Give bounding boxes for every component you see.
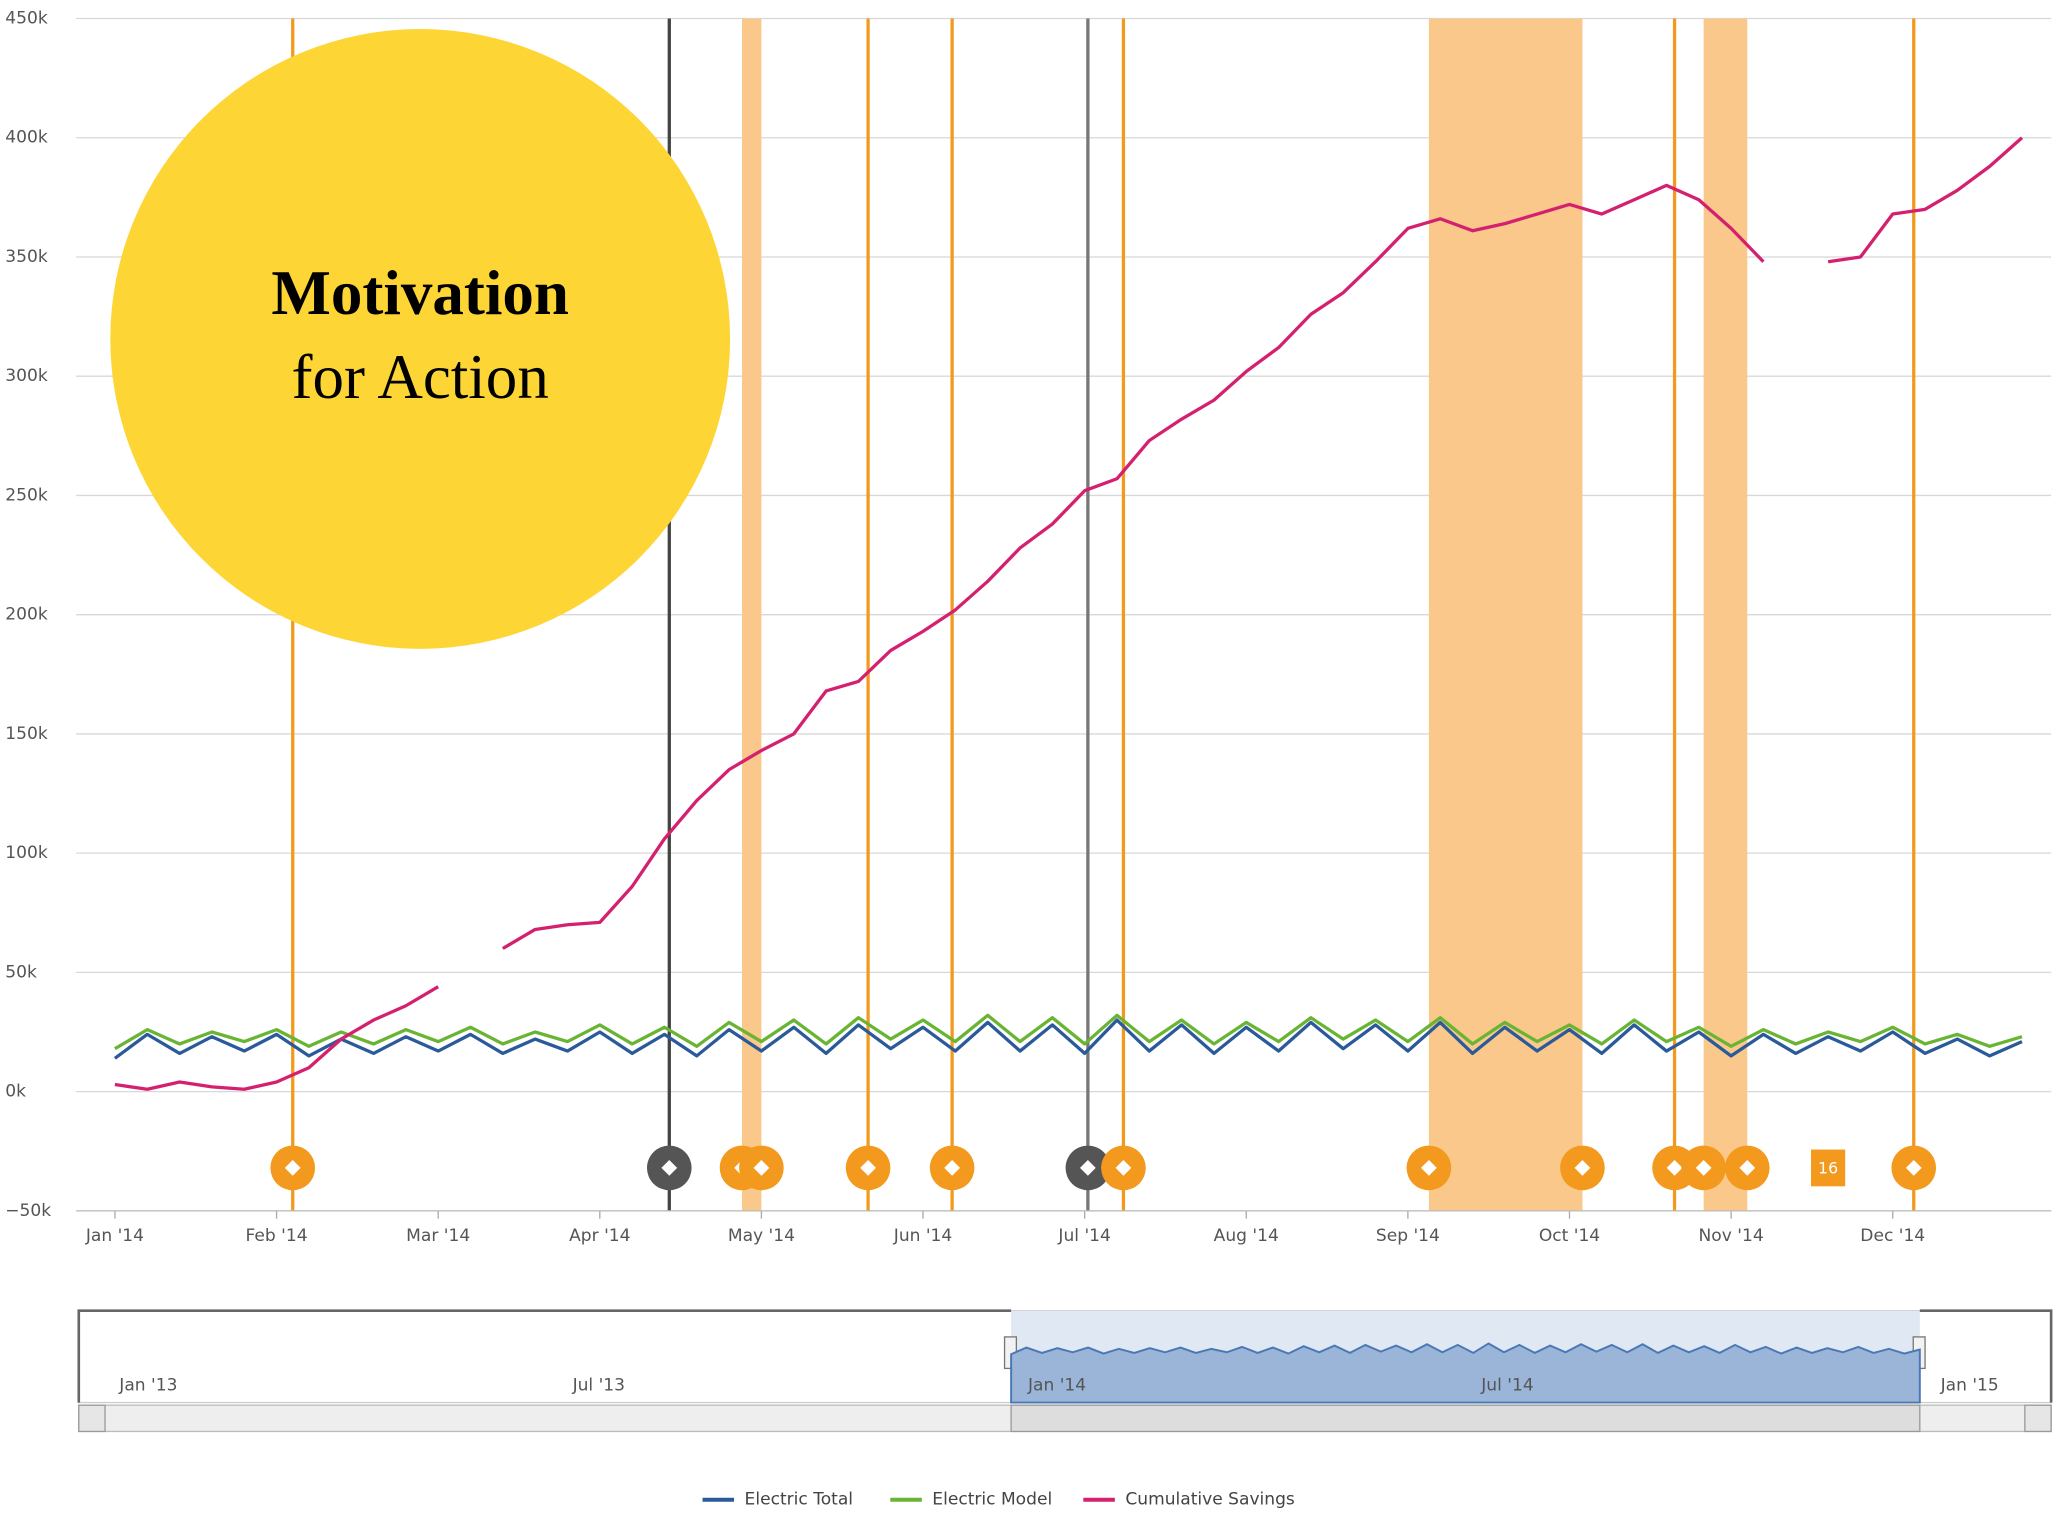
y-tick-label: 400k	[5, 128, 48, 148]
flag-icon	[661, 1160, 678, 1176]
flag	[1811, 1149, 1846, 1187]
x-tick-label: Jan '14	[85, 1226, 144, 1246]
flag-icon	[284, 1160, 301, 1176]
navigator-label: Jul '14	[1480, 1375, 1533, 1395]
x-tick-label: Aug '14	[1214, 1226, 1279, 1246]
overlay-circle	[110, 29, 731, 649]
y-tick-label: 250k	[5, 485, 48, 505]
scroll-left-button[interactable]	[78, 1404, 106, 1433]
y-tick-label: 150k	[5, 724, 48, 744]
overlay-subtitle: for Action	[292, 342, 549, 412]
flag-icon	[1080, 1160, 1096, 1176]
overlay-title: Motivation	[271, 258, 569, 328]
x-tick-label: Jul '14	[1057, 1226, 1110, 1246]
x-tick-label: Feb '14	[246, 1226, 308, 1246]
flag-icon	[1421, 1160, 1437, 1176]
flag-icon	[1905, 1160, 1922, 1176]
x-tick-label: Dec '14	[1860, 1226, 1925, 1246]
x-tick-label: Apr '14	[569, 1226, 630, 1246]
flag-icon	[1574, 1160, 1591, 1176]
x-tick-label: Sep '14	[1376, 1226, 1440, 1246]
y-tick-label: 50k	[5, 962, 37, 982]
flag-icon	[1666, 1160, 1683, 1176]
series-line	[113, 1018, 2023, 1060]
navigator-label: Jul '13	[572, 1375, 625, 1395]
x-tick-label: Jun '14	[893, 1226, 953, 1246]
flag-icon	[1115, 1160, 1132, 1176]
navigator-series	[1010, 1342, 1921, 1404]
scroll-right-button[interactable]	[2024, 1404, 2052, 1433]
navigator-outline	[77, 1309, 2053, 1403]
flag-icon	[1739, 1160, 1756, 1176]
legend-label: Cumulative Savings	[1125, 1490, 1295, 1510]
x-tick-label: Oct '14	[1539, 1226, 1600, 1246]
y-tick-label: 350k	[5, 247, 48, 267]
navigator-label: Jan '14	[1027, 1375, 1086, 1395]
navigator-label: Jan '13	[118, 1375, 177, 1395]
y-tick-label: −50k	[5, 1201, 51, 1221]
x-tick-label: May '14	[728, 1226, 795, 1246]
x-tick-label: Mar '14	[406, 1226, 470, 1246]
plot-band	[742, 18, 762, 1211]
plot-band	[1703, 18, 1748, 1211]
series-line	[114, 1013, 2023, 1051]
y-tick-label: 300k	[5, 366, 48, 386]
flag-icon	[860, 1160, 876, 1176]
series-line	[114, 136, 2024, 1091]
plot-band	[1428, 18, 1583, 1211]
legend-label: Electric Model	[932, 1490, 1052, 1510]
y-tick-label: 0k	[5, 1082, 26, 1102]
navigator-label: Jan '15	[1940, 1375, 1999, 1395]
legend-label: Electric Total	[745, 1490, 854, 1510]
x-tick-label: Nov '14	[1699, 1226, 1764, 1246]
y-tick-label: 200k	[5, 605, 48, 625]
flag-icon	[1695, 1160, 1712, 1176]
flag-label: 16	[1818, 1159, 1838, 1178]
scrollbar-thumb[interactable]	[1010, 1404, 1921, 1433]
y-tick-label: 450k	[5, 9, 48, 29]
y-tick-label: 100k	[5, 843, 48, 863]
